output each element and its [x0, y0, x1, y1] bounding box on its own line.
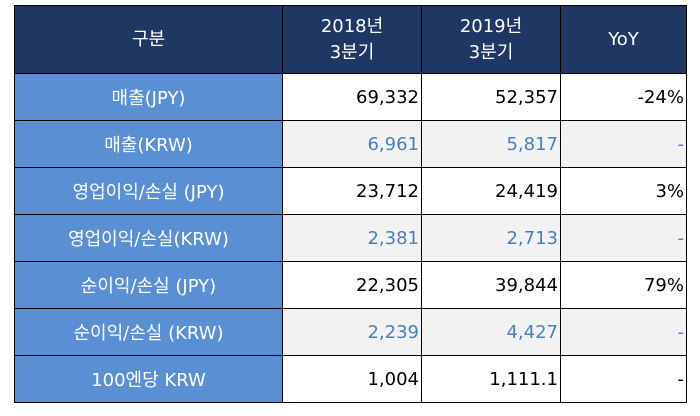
table-cell: 69,332 — [282, 73, 422, 121]
table-row: 영업이익/손실(KRW) 2,381 2,713- — [14, 214, 687, 262]
table-row: 순이익/손실 (KRW) 2,239 4,427- — [14, 308, 687, 356]
table-row: 영업이익/손실 (JPY) 23,712 24,419 3% — [14, 167, 687, 215]
table-cell: 5,817 — [421, 120, 561, 168]
header-cell: YoY — [560, 5, 687, 74]
row-label: 매출(KRW) — [14, 120, 283, 168]
table-cell: 1,004 — [282, 355, 422, 403]
table-cell: 2,239 — [282, 308, 422, 356]
table-cell: - — [560, 214, 687, 262]
table-cell: - — [560, 308, 687, 356]
table-row: 순이익/손실 (JPY) 22,305 39,844 79% — [14, 261, 687, 309]
table-cell: - — [560, 355, 687, 403]
table-cell: 1,111.1 — [421, 355, 561, 403]
header-cell: 구분 — [14, 5, 283, 74]
header-row: 구분 2018년 3분기 2019년 3분기 YoY — [14, 5, 687, 74]
table-cell: 6,961 — [282, 120, 422, 168]
data-table: 구분 2018년 3분기 2019년 3분기 YoY 매출(JPY) 69,332 52,… — [14, 5, 687, 403]
table-cell: 24,419 — [421, 167, 561, 215]
table-cell: 79% — [560, 261, 687, 309]
row-label: 영업이익/손실 (JPY) — [14, 167, 283, 215]
row-label: 매출(JPY) — [14, 73, 283, 121]
table-cell: 2,381 — [282, 214, 422, 262]
table-cell: 2,713 — [421, 214, 561, 262]
header-cell: 2018년 3분기 — [282, 5, 422, 74]
row-label: 순이익/손실 (KRW) — [14, 308, 283, 356]
table-row: 매출(KRW) 6,961 5,817- — [14, 120, 687, 168]
table-cell: 4,427 — [421, 308, 561, 356]
table-row: 100엔당 KRW 1,004 1,111.1- — [14, 355, 687, 403]
row-label: 영업이익/손실(KRW) — [14, 214, 283, 262]
row-label: 순이익/손실 (JPY) — [14, 261, 283, 309]
header-cell: 2019년 3분기 — [421, 5, 561, 74]
table-cell: -24% — [560, 73, 687, 121]
table-cell: 39,844 — [421, 261, 561, 309]
table-cell: 23,712 — [282, 167, 422, 215]
table-cell: - — [560, 120, 687, 168]
table-body: 매출(JPY) 69,332 52,357 -24% 매출(KRW) 6,961 5,817… — [14, 73, 687, 403]
row-label: 100엔당 KRW — [14, 355, 283, 403]
table-cell: 52,357 — [421, 73, 561, 121]
table-cell: 22,305 — [282, 261, 422, 309]
table-cell: 3% — [560, 167, 687, 215]
table-header: 구분 2018년 3분기 2019년 3분기 YoY — [14, 5, 687, 74]
table-row: 매출(JPY) 69,332 52,357 -24% — [14, 73, 687, 121]
